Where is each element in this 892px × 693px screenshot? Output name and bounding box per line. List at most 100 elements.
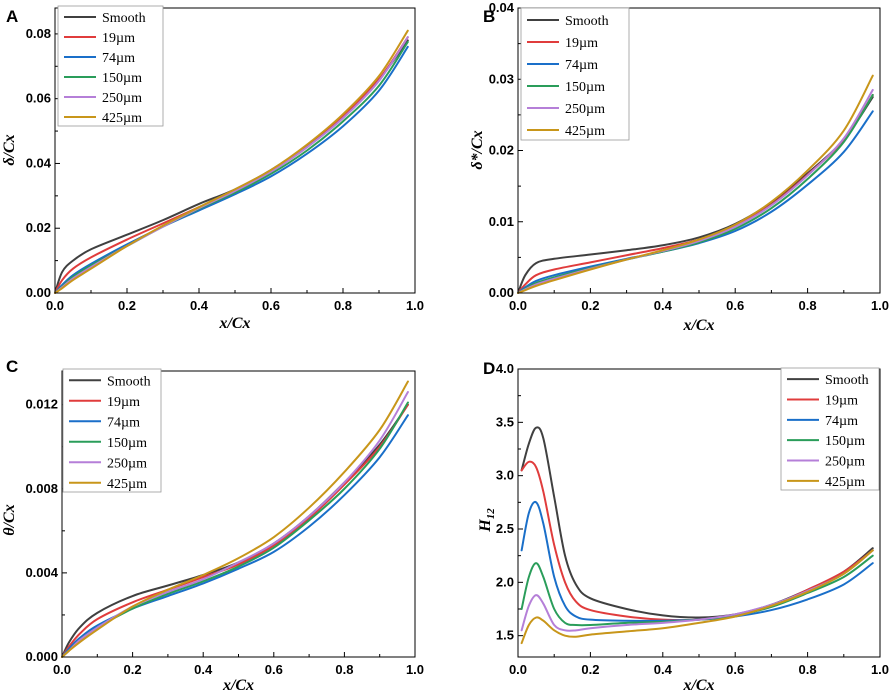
- panel-c-x-tick-label: 0.2: [124, 662, 142, 677]
- panel-c-x-tick-label: 0.8: [335, 662, 353, 677]
- panel-a-x-tick-label: 0.2: [118, 298, 136, 313]
- panel-d-y-axis-title: H12: [477, 508, 497, 533]
- panel-c-series-425um-line: [61, 380, 409, 658]
- panel-b-x-tick-label: 0.8: [799, 298, 817, 313]
- panel-b-legend-label-425um: 425µm: [565, 124, 605, 139]
- panel-a-y-tick-label: 0.02: [26, 220, 51, 235]
- panel-d-series-150um-line: [520, 554, 874, 627]
- panel-c-series-19um-line: [61, 403, 409, 658]
- panel-b-legend-label-Smooth: Smooth: [565, 14, 609, 29]
- panel-c-legend-label-250um: 250µm: [107, 456, 147, 471]
- panel-c-y-tick-label: 0.000: [25, 649, 58, 664]
- panel-b-series-425um-line: [517, 74, 874, 294]
- panel-b-x-axis-title: x/Cx: [682, 317, 714, 334]
- panel-b: B 0.0 0.2 0.4 0.6 0.8 1.0 0.00 0.01 0.02 0.03 0.04 x…: [469, 0, 889, 334]
- panel-c-letter: C: [6, 357, 18, 376]
- panel-b-y-tick-label: 0.01: [489, 214, 514, 229]
- panel-c-y-tick-label: 0.012: [25, 397, 58, 412]
- panel-a: A 0.0 0.2 0.4 0.6 0.8 1.0 0.00 0.02 0.04 0.06 0.08 x…: [1, 5, 424, 332]
- panel-d-legend: Smooth 19µm 74µm 150µm 250µm 425µm: [780, 367, 880, 491]
- panel-c-legend-label-19um: 19µm: [107, 395, 140, 410]
- panel-c-y-axis-title: θ/Cx: [1, 504, 18, 535]
- panel-b-legend-label-150um: 150µm: [565, 80, 605, 95]
- panel-b-x-tick-label: 0.2: [581, 298, 599, 313]
- panel-d-y-tick-label: 1.5: [496, 628, 514, 643]
- panel-b-legend-box: [520, 7, 630, 141]
- panel-a-series-425um-line: [54, 29, 409, 294]
- panel-d-x-tick-label: 0.4: [654, 662, 673, 677]
- panel-d-series-74um-line: [520, 500, 874, 622]
- panel-d-legend-box: [780, 367, 880, 491]
- panel-b-legend-label-250um: 250µm: [565, 102, 605, 117]
- panel-c-legend-box: [62, 368, 162, 493]
- panel-a-x-tick-label: 0.4: [190, 298, 209, 313]
- panel-b-legend: Smooth 19µm 74µm 150µm 250µm 425µm: [520, 7, 630, 141]
- panel-d-letter: D: [483, 359, 495, 378]
- panel-d-y-tick-label: 4.0: [496, 361, 514, 376]
- panel-c-series-74um-line: [61, 414, 409, 658]
- panel-d-x-tick-label: 1.0: [871, 662, 889, 677]
- panel-b-y-tick-label: 0.00: [489, 285, 514, 300]
- panel-a-letter: A: [6, 7, 18, 26]
- panel-a-legend-label-425um: 425µm: [102, 111, 142, 126]
- panel-c-legend: Smooth 19µm 74µm 150µm 250µm 425µm: [62, 368, 162, 493]
- panel-d-legend-label-150um: 150µm: [825, 434, 865, 449]
- panel-a-x-tick-label: 0.0: [46, 298, 64, 313]
- panel-c-legend-label-425um: 425µm: [107, 477, 147, 492]
- panel-d-y-tick-label: 3.5: [496, 414, 514, 429]
- panel-b-y-tick-label: 0.03: [489, 71, 514, 86]
- panel-d-y-tick-label: 2.5: [496, 521, 514, 536]
- panel-d: D 0.0 0.2 0.4 0.6 0.8 1.0 1.5 2.0 2.5 3.0 3.5 4.0 x/C…: [477, 359, 889, 693]
- panel-a-y-tick-label: 0.06: [26, 91, 51, 106]
- panel-a-y-axis-title: δ/Cx: [1, 134, 18, 165]
- panel-a-legend-label-250um: 250µm: [102, 91, 142, 106]
- panel-b-x-tick-label: 0.4: [654, 298, 673, 313]
- panel-a-legend-label-74um: 74µm: [102, 51, 135, 66]
- panel-c-legend-label-74um: 74µm: [107, 415, 140, 430]
- panel-a-y-tick-label: 0.08: [26, 26, 51, 41]
- panel-d-y-tick-label: 2.0: [496, 574, 514, 589]
- panel-b-y-tick-label: 0.02: [489, 143, 514, 158]
- panel-c-x-tick-label: 0.0: [53, 662, 71, 677]
- panel-d-legend-label-250um: 250µm: [825, 455, 865, 470]
- panel-d-x-tick-label: 0.0: [509, 662, 527, 677]
- panel-d-x-tick-label: 0.8: [799, 662, 817, 677]
- panel-c-y-tick-label: 0.008: [25, 481, 58, 496]
- panel-c-x-tick-label: 0.6: [265, 662, 283, 677]
- panel-c-y-tick-label: 0.004: [25, 565, 58, 580]
- panel-d-series-250um-line: [520, 549, 874, 632]
- panel-c: C 0.0 0.2 0.4 0.6 0.8 1.0 0.000 0.004 0.008 0.012 x…: [1, 357, 424, 693]
- panel-c-x-tick-label: 0.4: [194, 662, 213, 677]
- panel-a-y-tick-label: 0.04: [26, 155, 52, 170]
- panel-d-y-tick-label: 3.0: [496, 468, 514, 483]
- panel-d-legend-label-Smooth: Smooth: [825, 373, 869, 388]
- panel-c-x-axis-title: x/Cx: [222, 677, 254, 693]
- panel-a-legend: Smooth 19µm 74µm 150µm 250µm 425µm: [57, 5, 164, 127]
- panel-c-series-250um-line: [61, 391, 409, 658]
- panel-d-x-axis-title: x/Cx: [682, 677, 714, 693]
- panel-c-legend-label-Smooth: Smooth: [107, 374, 151, 389]
- panel-a-legend-box: [57, 5, 164, 127]
- panel-b-x-tick-label: 0.0: [509, 298, 527, 313]
- panel-a-series-74um-line: [54, 45, 409, 294]
- panel-c-legend-label-150um: 150µm: [107, 436, 147, 451]
- panel-b-x-tick-label: 1.0: [871, 298, 889, 313]
- panel-d-legend-label-19um: 19µm: [825, 394, 858, 409]
- panel-b-x-tick-label: 0.6: [726, 298, 744, 313]
- panel-b-letter: B: [483, 7, 495, 26]
- panel-b-y-axis-title: δ*/Cx: [469, 130, 486, 169]
- panel-a-x-tick-label: 0.8: [334, 298, 352, 313]
- panel-b-y-tick-label: 0.04: [489, 0, 515, 15]
- panel-d-legend-label-425um: 425µm: [825, 475, 865, 490]
- panel-c-x-tick-label: 1.0: [406, 662, 424, 677]
- panel-d-series-425um-line: [520, 549, 874, 645]
- panel-a-legend-label-Smooth: Smooth: [102, 11, 146, 26]
- panel-d-x-tick-label: 0.6: [726, 662, 744, 677]
- panel-a-legend-label-19um: 19µm: [102, 31, 135, 46]
- panel-b-legend-label-19um: 19µm: [565, 36, 598, 51]
- panel-a-x-tick-label: 1.0: [406, 298, 424, 313]
- panel-a-x-axis-title: x/Cx: [218, 315, 250, 332]
- panel-a-y-tick-label: 0.00: [26, 285, 51, 300]
- panel-b-legend-label-74um: 74µm: [565, 58, 598, 73]
